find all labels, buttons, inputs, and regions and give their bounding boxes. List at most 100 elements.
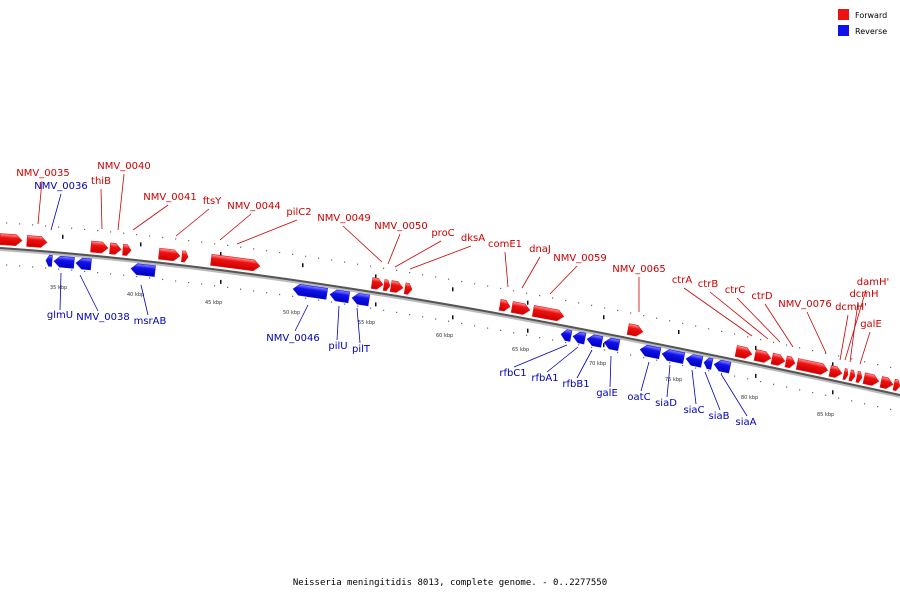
forward-gene-label-nmv-0065: NMV_0065 — [612, 264, 665, 275]
reverse-gene-feature[interactable] — [351, 292, 371, 307]
reverse-gene-feature[interactable] — [713, 359, 732, 374]
leader-line-glmu — [59, 272, 62, 311]
forward-gene-feature[interactable] — [122, 243, 132, 256]
forward-gene-label-nmv-0040: NMV_0040 — [97, 161, 150, 172]
forward-gene-label-pilc2: pilC2 — [286, 207, 311, 218]
grid-dot — [214, 285, 216, 287]
grid-dot — [630, 312, 632, 314]
forward-gene-feature[interactable] — [389, 280, 404, 294]
tick-label: 80 kbp — [741, 395, 758, 401]
forward-gene-feature[interactable] — [795, 358, 829, 375]
forward-gene-feature[interactable] — [109, 242, 122, 255]
reverse-gene-feature[interactable] — [75, 257, 92, 271]
grid-dot — [370, 265, 372, 267]
reverse-gene-feature[interactable] — [703, 357, 714, 370]
grid-dots — [6, 222, 892, 410]
forward-gene-feature[interactable] — [626, 323, 644, 338]
reverse-gene-feature[interactable] — [685, 353, 704, 368]
forward-gene-feature[interactable] — [26, 235, 48, 248]
reverse-gene-feature[interactable] — [53, 255, 75, 269]
tick-mark-lower — [832, 390, 834, 395]
forward-gene-feature[interactable] — [828, 365, 843, 378]
forward-gene-feature[interactable] — [770, 352, 786, 366]
grid-dot — [656, 359, 658, 361]
reverse-gene-feature[interactable] — [130, 263, 156, 277]
forward-gene-label-dksa: dksA — [461, 233, 485, 244]
forward-gene-feature[interactable] — [382, 279, 391, 292]
forward-gene-label-come1: comE1 — [488, 239, 522, 250]
tick-mark-upper — [302, 263, 304, 268]
grid-dot — [240, 246, 242, 248]
tick-label: 60 kbp — [436, 333, 453, 339]
tick-label: 75 kbp — [665, 377, 682, 383]
reverse-gene-feature[interactable] — [661, 348, 686, 364]
reverse-gene-feature[interactable] — [45, 254, 53, 267]
leader-line-pilt — [356, 307, 361, 344]
reverse-gene-feature[interactable] — [639, 344, 662, 360]
grid-dot — [383, 267, 385, 269]
grid-dot — [162, 236, 164, 239]
tick-label: 70 kbp — [589, 361, 606, 367]
reverse-gene-feature[interactable] — [603, 337, 621, 351]
grid-dot — [565, 341, 567, 344]
forward-gene-feature[interactable] — [855, 370, 863, 383]
tick-labels: 35 kbp 40 kbp 45 kbp 50 kbp 55 kbp 60 kbp 65 k… — [50, 285, 834, 418]
legend-reverse-swatch — [838, 25, 849, 36]
tick-mark-upper — [678, 330, 680, 334]
leader-line-msrab — [140, 284, 149, 316]
forward-gene-label-ftsy: ftsY — [203, 196, 222, 207]
forward-gene-feature[interactable] — [862, 372, 880, 387]
forward-gene-feature[interactable] — [892, 378, 900, 392]
forward-gene-feature[interactable] — [158, 247, 181, 262]
grid-dot — [344, 303, 346, 305]
forward-gene-feature[interactable] — [370, 277, 384, 290]
grid-dot — [422, 274, 424, 276]
forward-gene-feature[interactable] — [531, 305, 565, 322]
grid-dot — [643, 357, 645, 359]
forward-gene-feature[interactable] — [842, 368, 849, 381]
forward-gene-feature[interactable] — [879, 376, 894, 390]
leader-line-dksa — [409, 245, 472, 270]
forward-gene-feature[interactable] — [498, 299, 511, 312]
forward-gene-feature[interactable] — [210, 254, 261, 272]
grid-dot — [851, 400, 853, 402]
forward-gene-feature[interactable] — [848, 369, 856, 382]
forward-gene-feature[interactable] — [0, 233, 23, 247]
tick-label: 45 kbp — [205, 300, 222, 306]
reverse-gene-feature[interactable] — [292, 283, 328, 300]
gene-features[interactable] — [0, 233, 900, 392]
reverse-gene-feature[interactable] — [572, 331, 587, 345]
tick-mark-lower — [603, 343, 605, 348]
grid-dot — [487, 327, 489, 329]
grid-dot — [838, 397, 840, 399]
forward-gene-feature[interactable] — [90, 240, 109, 254]
forward-gene-feature[interactable] — [181, 250, 189, 263]
grid-dot — [110, 231, 112, 233]
leader-line-nmv-0046 — [294, 304, 309, 332]
leader-line-nmv-0044 — [219, 213, 252, 241]
forward-gene-feature[interactable] — [784, 355, 796, 369]
forward-gene-label-nmv-0035: NMV_0035 — [16, 168, 69, 179]
grid-dot — [240, 288, 242, 290]
leader-line-siaa — [720, 373, 748, 417]
grid-dot — [838, 355, 840, 357]
forward-gene-feature[interactable] — [753, 349, 772, 364]
forward-gene-feature[interactable] — [510, 301, 531, 316]
grid-dot — [773, 383, 775, 385]
grid-dot — [136, 234, 138, 236]
grid-dot — [19, 223, 21, 225]
grid-dot — [409, 272, 411, 274]
grid-dot — [760, 339, 762, 341]
reverse-gene-label-gale: galE — [596, 388, 618, 399]
forward-gene-label-nmv-0041: NMV_0041 — [143, 192, 196, 203]
grid-dot — [149, 277, 151, 279]
reverse-gene-feature[interactable] — [560, 329, 573, 342]
leader-line-nmv-0038 — [79, 274, 99, 312]
grid-dot — [6, 264, 8, 266]
leader-line-ctrb — [709, 291, 769, 340]
forward-gene-feature[interactable] — [734, 345, 753, 360]
grid-dot — [877, 406, 879, 408]
forward-gene-feature[interactable] — [403, 282, 413, 295]
reverse-gene-feature[interactable] — [329, 289, 351, 304]
reverse-gene-feature[interactable] — [586, 334, 604, 348]
